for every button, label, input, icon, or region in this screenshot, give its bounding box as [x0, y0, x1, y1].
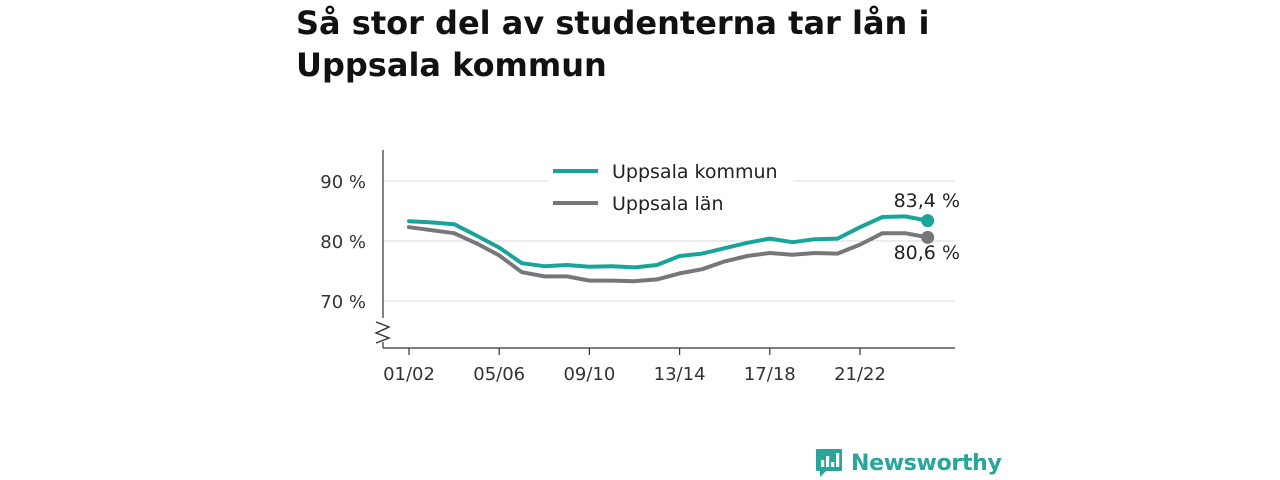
legend: Uppsala kommun Uppsala län — [548, 157, 793, 217]
x-tick-label: 13/14 — [654, 364, 706, 385]
series-end-point — [921, 214, 935, 228]
y-tick-label: 80 % — [320, 232, 366, 253]
series-end-point — [921, 230, 935, 244]
x-tick-label: 09/10 — [563, 364, 615, 385]
series-line-uppsala-kommun — [407, 214, 930, 270]
x-tick-label: 21/22 — [834, 364, 886, 385]
end-labels: 83,4 % 80,6 % — [894, 190, 960, 264]
chart-title: Så stor del av studenterna tar lån i Upp… — [296, 4, 930, 84]
y-tick-label: 90 % — [320, 172, 366, 193]
end-label-uppsala-lan: 80,6 % — [894, 242, 960, 264]
bar-chart-speech-bubble-icon — [816, 449, 842, 477]
series-line-uppsala-lan — [407, 225, 930, 284]
axis-break-icon — [374, 321, 391, 344]
x-tick-label: 05/06 — [473, 364, 525, 385]
x-tick-label: 01/02 — [383, 364, 435, 385]
x-tick-label: 17/18 — [744, 364, 796, 385]
brand-name: Newsworthy — [851, 450, 1002, 476]
series-lines — [407, 214, 935, 284]
brand-logo: Newsworthy — [815, 446, 1002, 480]
legend-label: Uppsala län — [612, 193, 724, 215]
legend-background — [548, 157, 793, 217]
end-label-uppsala-kommun: 83,4 % — [894, 190, 960, 212]
axes: 90 % 80 % 70 % 01/02 05/06 09/10 13/14 17/18 21/… — [320, 150, 955, 385]
legend-label: Uppsala kommun — [612, 161, 778, 183]
y-tick-label: 70 % — [320, 292, 366, 313]
